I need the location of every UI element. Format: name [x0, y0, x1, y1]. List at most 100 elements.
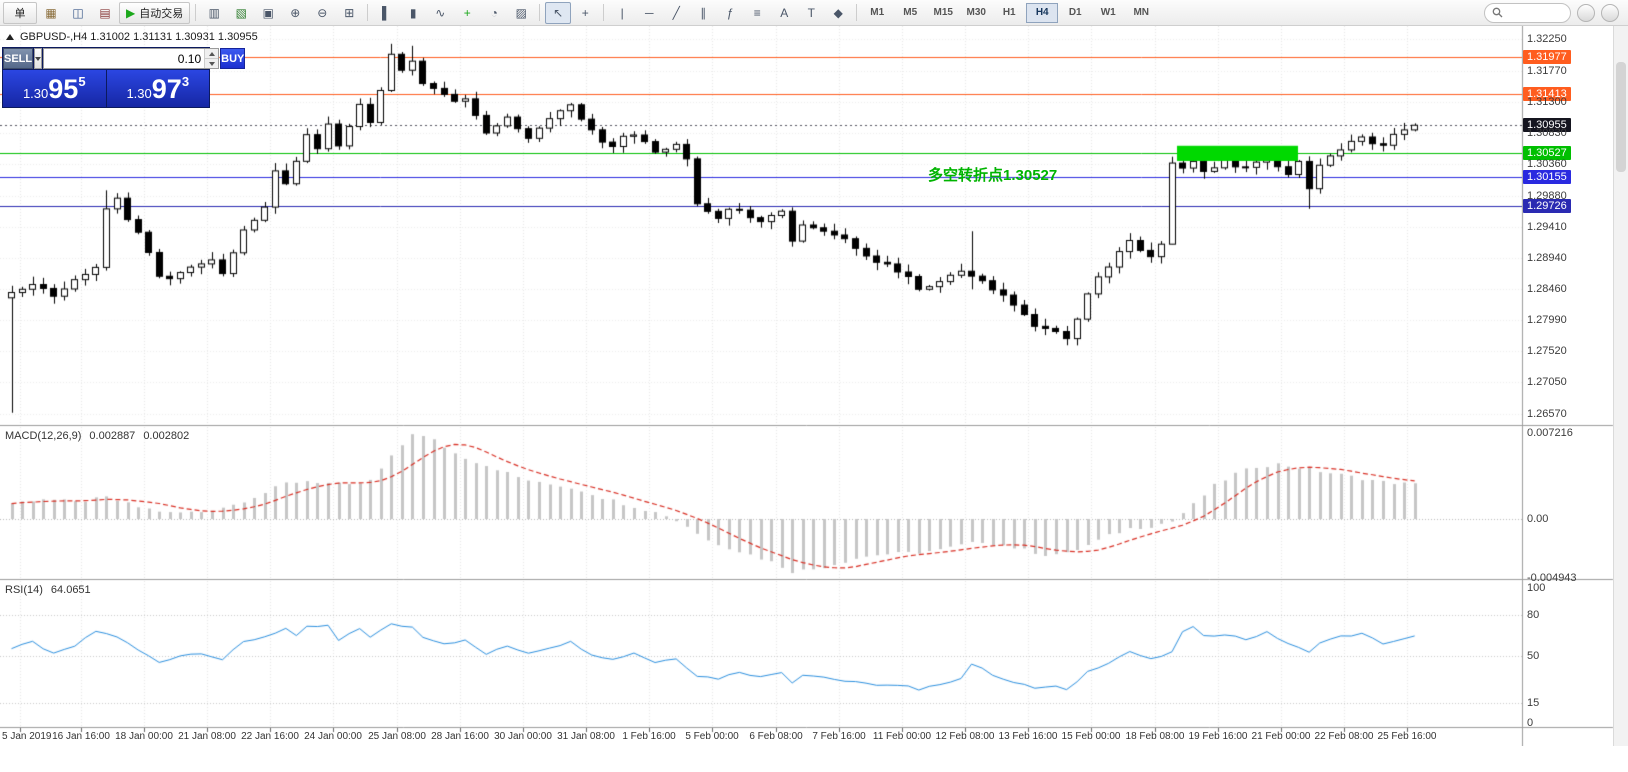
bar-chart-icon[interactable]: ▌: [381, 5, 391, 20]
chart-window: GBPUSD-,H4 1.31002 1.31131 1.30931 1.309…: [0, 26, 1628, 746]
sell-price[interactable]: 1.30955: [3, 70, 106, 107]
price-tick-label: 1.30360: [1527, 157, 1567, 170]
macd-tick-label: 0.00: [1527, 513, 1549, 525]
timeframe-m30[interactable]: M30: [966, 7, 986, 18]
community-icon[interactable]: [1577, 3, 1595, 22]
timeframe-m15[interactable]: M15: [933, 7, 953, 18]
timeframe-w1[interactable]: W1: [1100, 7, 1116, 18]
time-tick-label: 25 Feb 16:00: [1377, 731, 1437, 742]
market-watch-icon[interactable]: ◫: [72, 5, 84, 20]
trendline-icon[interactable]: ╱: [672, 5, 680, 20]
new-chart-icon[interactable]: ▣: [262, 5, 274, 20]
terminal-icon[interactable]: ▤: [99, 5, 111, 20]
volume-field: [43, 48, 220, 69]
search-box[interactable]: [1484, 2, 1571, 23]
price-tick-label: 1.27520: [1527, 345, 1567, 358]
zoom-out-icon[interactable]: ⊖: [317, 5, 328, 20]
cursor-icon[interactable]: ↖: [545, 1, 572, 24]
time-tick-label: 1 Feb 16:00: [622, 731, 676, 742]
time-tick-label: 19 Feb 16:00: [1188, 731, 1248, 742]
toolbar-separator: [539, 4, 541, 21]
level-price-label: 1.30527: [1523, 145, 1571, 160]
scrollbar-thumb[interactable]: [1616, 62, 1626, 172]
auto-trading-button[interactable]: ▶ 自动交易: [119, 1, 191, 24]
crosshair-icon[interactable]: +: [581, 5, 589, 20]
pivot-annotation: 多空转折点1.30527: [928, 167, 1058, 184]
timeframe-m5[interactable]: M5: [903, 7, 918, 18]
macd-tick-label: -0.004943: [1527, 571, 1577, 584]
time-tick-label: 22 Feb 08:00: [1314, 731, 1374, 742]
arrows-icon[interactable]: ◆: [833, 5, 843, 20]
horizontal-line-icon[interactable]: ─: [644, 5, 654, 20]
volume-down-button[interactable]: [205, 59, 219, 68]
price-tick-label: 1.31770: [1527, 64, 1567, 77]
strategy-tester-icon[interactable]: ▧: [235, 5, 247, 20]
timeframe-m1[interactable]: M1: [870, 7, 885, 18]
timeframe-h1[interactable]: H1: [1002, 7, 1016, 18]
search-input[interactable]: [1507, 5, 1563, 20]
timeframe-d1[interactable]: D1: [1068, 7, 1082, 18]
price-chart-canvas[interactable]: [0, 26, 1628, 746]
toolbar-separator: [603, 4, 605, 21]
price-tick-label: 1.30830: [1527, 126, 1567, 139]
sell-price-big: 95: [48, 74, 79, 104]
time-tick-label: 7 Feb 16:00: [812, 731, 866, 742]
add-indicator-icon[interactable]: +: [463, 5, 471, 20]
time-tick-label: 31 Jan 08:00: [557, 731, 615, 742]
rsi-tick-label: 100: [1527, 582, 1546, 594]
rsi-value: 64.0651: [50, 584, 91, 596]
time-tick-label: 21 Jan 08:00: [178, 731, 236, 742]
buy-button[interactable]: BUY: [220, 48, 246, 69]
vertical-scrollbar[interactable]: [1613, 26, 1628, 746]
time-tick-label: 16 Jan 16:00: [52, 731, 110, 742]
timeframe-h4[interactable]: H4: [1026, 2, 1059, 23]
chevron-down-icon: [35, 56, 42, 61]
rsi-header: RSI(14) 64.0651: [5, 584, 91, 596]
line-chart-icon[interactable]: ∿: [435, 5, 446, 20]
volume-up-button[interactable]: [205, 49, 219, 59]
fibonacci-icon[interactable]: ƒ: [726, 5, 734, 20]
channel-icon[interactable]: ∥: [700, 5, 707, 20]
search-icon: [1492, 7, 1503, 18]
time-tick-label: 13 Feb 16:00: [998, 731, 1058, 742]
help-icon[interactable]: [1601, 3, 1619, 22]
sell-price-prefix: 1.30: [22, 86, 49, 101]
sell-price-sup: 5: [78, 74, 86, 89]
period-icon[interactable]: ◔: [490, 5, 498, 20]
collapse-panel-icon[interactable]: [6, 34, 14, 40]
time-tick-label: 28 Jan 16:00: [431, 731, 489, 742]
buy-price[interactable]: 1.30973: [106, 70, 209, 107]
vertical-line-icon[interactable]: |: [620, 5, 624, 20]
price-tick-label: 1.32250: [1527, 33, 1567, 46]
sell-button[interactable]: SELL: [3, 48, 34, 69]
price-tick-label: 1.27990: [1527, 314, 1567, 327]
zoom-in-icon[interactable]: ⊕: [290, 5, 301, 20]
level-price-label: 1.30155: [1523, 170, 1571, 185]
order-mode-dropdown[interactable]: [34, 48, 43, 69]
volume-input[interactable]: [44, 49, 205, 68]
price-tick-label: 1.31300: [1527, 95, 1567, 108]
shapes-icon[interactable]: ≡: [753, 5, 761, 20]
text-icon[interactable]: A: [780, 5, 789, 20]
template-icon[interactable]: ▨: [515, 5, 527, 20]
price-tick-label: 1.29880: [1527, 189, 1567, 202]
new-order-button[interactable]: 单: [3, 1, 37, 24]
macd-value-signal: 0.002802: [143, 430, 190, 442]
level-price-label: 1.31413: [1523, 87, 1571, 102]
charts-icon[interactable]: ▦: [45, 5, 57, 20]
timeframe-mn[interactable]: MN: [1133, 7, 1150, 18]
rsi-tick-label: 0: [1527, 717, 1534, 729]
price-tick-label: 1.29410: [1527, 220, 1567, 233]
time-tick-label: 5 Jan 2019: [2, 731, 52, 742]
tile-windows-icon[interactable]: ⊞: [344, 5, 355, 20]
text-label-icon[interactable]: T: [807, 5, 815, 20]
time-tick-label: 25 Jan 08:00: [368, 731, 426, 742]
toolbar-separator: [856, 4, 858, 21]
level-price-label: 1.29726: [1523, 198, 1571, 213]
time-tick-label: 24 Jan 00:00: [304, 731, 362, 742]
data-window-icon[interactable]: ▥: [208, 5, 220, 20]
time-tick-label: 15 Feb 00:00: [1061, 731, 1121, 742]
candlestick-chart-icon[interactable]: ▮: [409, 5, 417, 20]
toolbar-separator: [195, 4, 197, 21]
price-tick-label: 1.27050: [1527, 376, 1567, 389]
